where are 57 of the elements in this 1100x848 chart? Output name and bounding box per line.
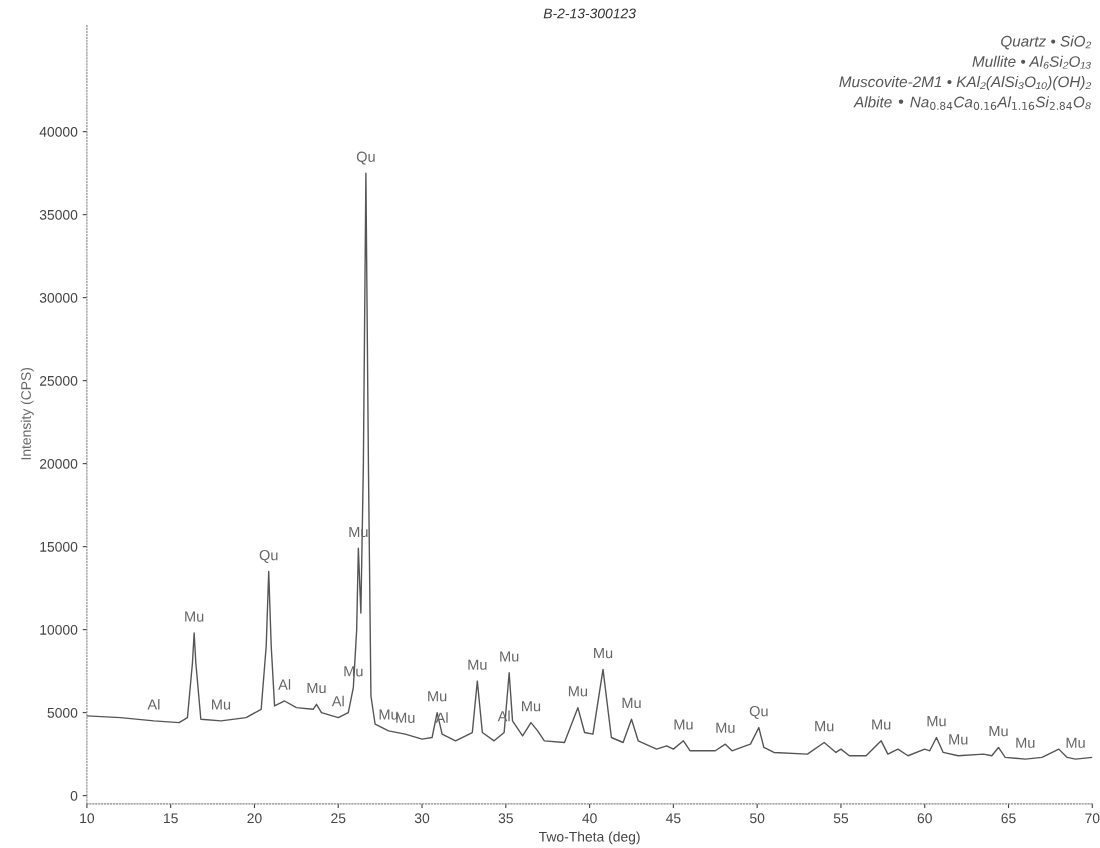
- annotation: Mu: [594, 648, 613, 659]
- y-tick-label: 10000: [40, 624, 78, 635]
- x-tick-label: 60: [917, 813, 932, 824]
- annotation: Mu: [500, 651, 519, 662]
- annotation: Quartz • SiO₂: [1001, 35, 1092, 50]
- annotation: Mu: [568, 686, 588, 697]
- x-tick-label: 25: [331, 813, 346, 824]
- x-axis-title: Two-Theta (deg): [538, 831, 640, 845]
- x-tick-label: 45: [665, 813, 681, 824]
- annotation: Mu: [622, 697, 641, 709]
- x-tick-label: 65: [1001, 813, 1016, 824]
- annotation: Mu: [212, 699, 231, 710]
- annotation: Mu: [379, 709, 398, 720]
- annotation: Muscovite-2M1 • KAl₂(AlSi₃O₁₀)(OH)₂: [839, 76, 1092, 91]
- y-tick-label: 40000: [39, 126, 78, 137]
- x-tick-label: 55: [833, 813, 849, 824]
- annotation: Al: [278, 679, 291, 690]
- chart-title: B-2-13-300123: [543, 8, 636, 19]
- annotation: Mu: [1016, 737, 1035, 748]
- annotation: Al: [147, 698, 160, 710]
- annotation: Mu: [872, 719, 891, 730]
- annotation: Mu: [674, 719, 693, 730]
- y-tick-label: 20000: [39, 458, 78, 469]
- annotation: Mu: [949, 734, 968, 745]
- x-tick-label: 35: [498, 813, 513, 824]
- annotation: Mu: [468, 659, 487, 670]
- y-tick-label: 0: [70, 790, 78, 801]
- line-series: [86, 172, 1093, 760]
- annotation: Mu: [307, 682, 326, 694]
- x-tick-label: 20: [247, 813, 262, 824]
- annotation: Mu: [815, 721, 834, 732]
- y-tick-label: 30000: [39, 292, 78, 303]
- x-tick-label: 10: [80, 813, 95, 824]
- annotation: Mu: [716, 722, 735, 733]
- annotation: Mu: [927, 716, 946, 727]
- x-tick-label: 15: [164, 813, 178, 824]
- annotation: Qu: [259, 549, 278, 563]
- annotation: Mu: [522, 701, 541, 712]
- annotation: Mullite • Al₆Si₂O₁₃: [972, 55, 1091, 69]
- annotation: Al: [331, 695, 344, 707]
- annotation: Mu: [428, 691, 447, 702]
- y-tick-label: 15000: [40, 541, 78, 552]
- text: Albite • Na$_{0.84}$Ca$_{0.16}$Al$_{1.16}$Si$_{2.84}$O₈: [853, 96, 1091, 110]
- annotation: Mu: [989, 726, 1008, 737]
- x-tick-label: 40: [582, 813, 597, 824]
- x-tick-label: 30: [414, 813, 430, 824]
- y-tick-label: 25000: [39, 375, 78, 386]
- annotation: Qu: [749, 706, 768, 719]
- y-axis-title: Intensity (CPS): [20, 367, 34, 460]
- annotation: Mu: [1066, 737, 1085, 748]
- y-tick-label: 35000: [39, 209, 78, 220]
- x-tick-label: 50: [750, 813, 765, 824]
- annotation: Mu: [396, 712, 415, 723]
- annotation: Qu: [356, 151, 375, 165]
- y-tick-label: 5000: [47, 707, 78, 718]
- annotation: Mu: [185, 611, 204, 622]
- x-tick-label: 70: [1085, 813, 1100, 824]
